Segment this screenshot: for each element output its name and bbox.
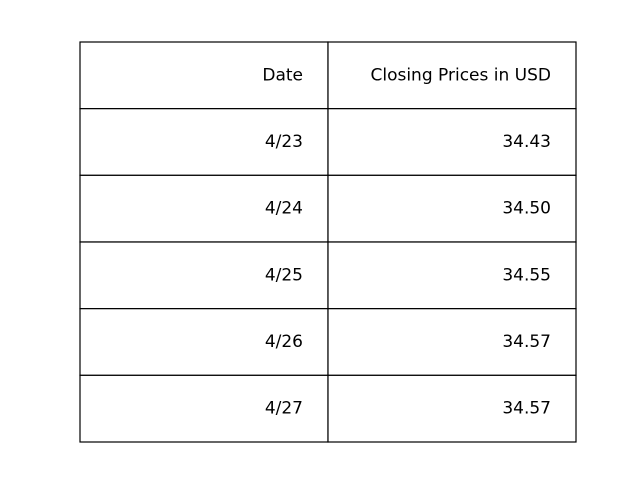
table-header-cell: Date xyxy=(262,65,303,85)
table-cell-border xyxy=(79,174,329,243)
table-cell-border xyxy=(327,41,577,110)
price-cell: 34.55 xyxy=(502,265,551,285)
price-cell: 34.50 xyxy=(502,199,551,219)
table-cell-border xyxy=(327,374,577,443)
date-cell: 4/23 xyxy=(265,132,303,152)
table-cell-border xyxy=(327,308,577,376)
date-cell: 4/26 xyxy=(265,332,303,352)
price-cell: 34.57 xyxy=(502,399,551,419)
price-cell: 34.57 xyxy=(502,332,551,352)
table-header-cell: Closing Prices in USD xyxy=(370,65,551,85)
date-cell: 4/25 xyxy=(265,265,303,285)
date-cell: 4/24 xyxy=(265,199,303,219)
table-cell-border xyxy=(79,41,329,110)
price-cell: 34.43 xyxy=(502,132,551,152)
table-cell-border xyxy=(79,108,329,176)
table-cell-border xyxy=(327,241,577,310)
table-cell-border xyxy=(327,174,577,243)
table-cell-border xyxy=(327,108,577,176)
date-cell: 4/27 xyxy=(265,399,303,419)
